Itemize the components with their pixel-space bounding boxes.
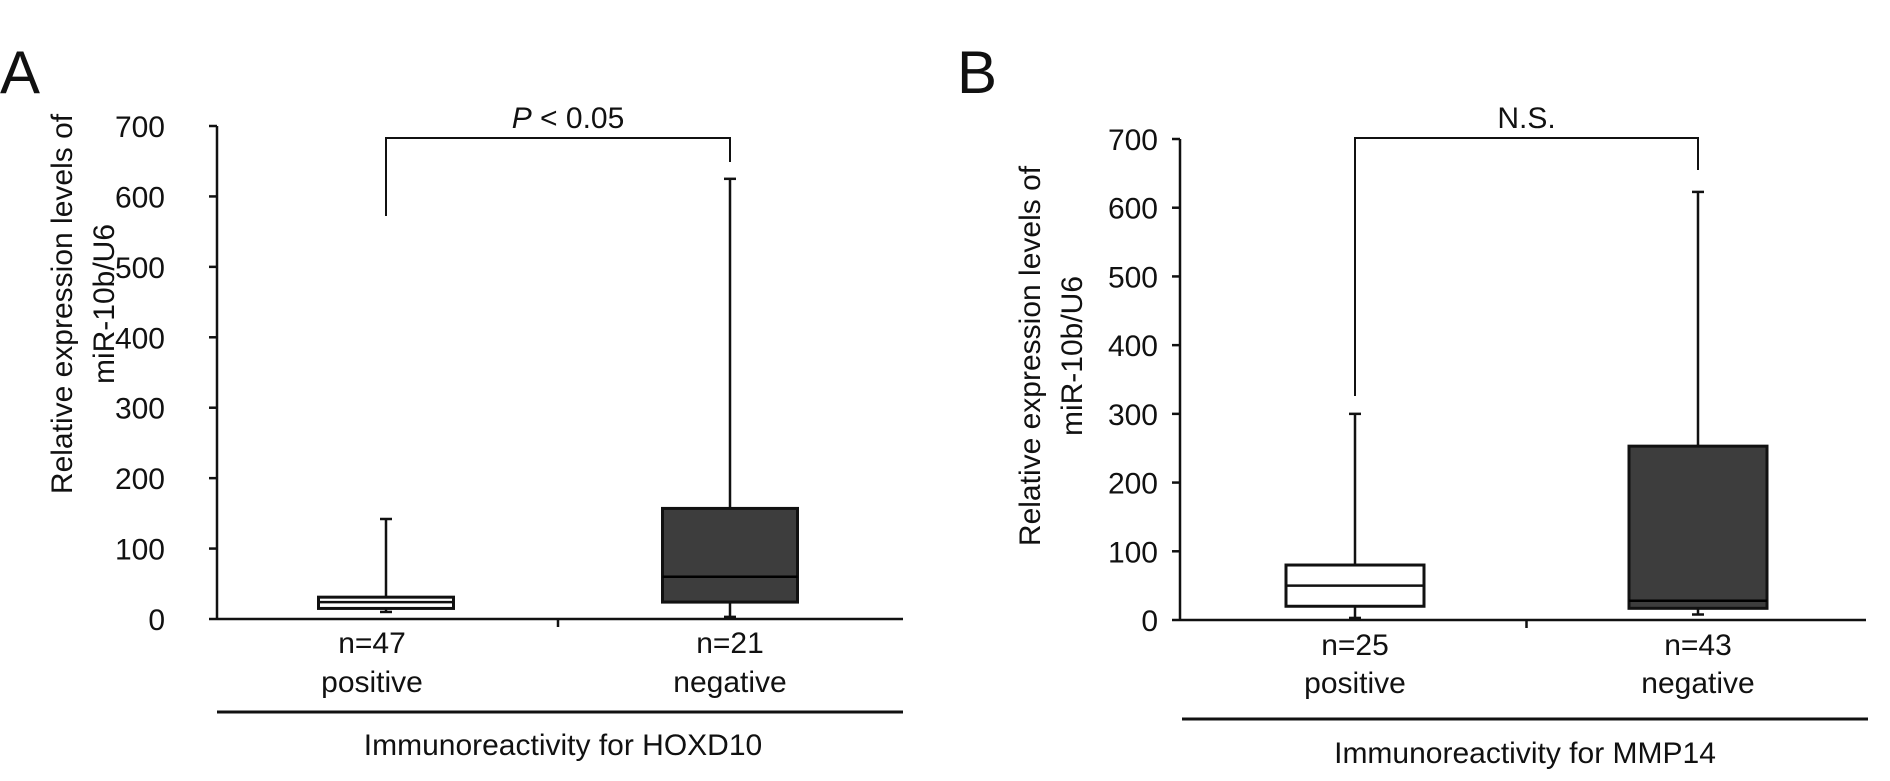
significance-text: < 0.05 — [532, 102, 625, 135]
y-tick-label: 500 — [1108, 261, 1158, 294]
y-axis-label-line1: Relative expression levels of — [46, 113, 79, 494]
panel-a: A Relative expression levels of miR-10b/… — [0, 39, 903, 762]
significance-bracket — [385, 137, 731, 216]
y-axis-label-line2: miR-10b/U6 — [1056, 276, 1089, 436]
x-tick-count-label: n=47 — [338, 627, 406, 660]
x-tick-category-label: negative — [673, 666, 786, 699]
y-axis-label: Relative expression levels of miR-10b/U6 — [1014, 165, 1089, 546]
significance-text: N.S. — [1497, 102, 1555, 135]
y-tick-label: 0 — [148, 604, 165, 637]
plot-area — [209, 124, 903, 627]
panel-letter: A — [0, 39, 40, 106]
y-tick-label: 200 — [115, 463, 165, 496]
y-tick-label: 300 — [115, 393, 165, 426]
y-tick-label: 600 — [115, 181, 165, 214]
y-tick-label: 700 — [1108, 124, 1158, 157]
y-tick-label: 400 — [115, 322, 165, 355]
box-negative — [661, 177, 799, 619]
y-tick-labels: 0 100 200 300 400 500 600 700 — [115, 111, 165, 637]
y-axis-label-line1: Relative expression levels of — [1014, 165, 1047, 546]
x-axis-group-label: Immunoreactivity for HOXD10 — [364, 729, 762, 762]
box-positive — [1284, 412, 1426, 620]
significance-label: P < 0.05 — [512, 102, 625, 135]
y-tick-label: 600 — [1108, 193, 1158, 226]
y-tick-label: 300 — [1108, 399, 1158, 432]
panel-letter: B — [957, 39, 997, 106]
y-axis-label-line2: miR-10b/U6 — [88, 224, 121, 384]
significance-bracket — [1354, 137, 1699, 396]
x-tick-count-label: n=43 — [1664, 629, 1732, 662]
x-tick-category-label: positive — [321, 666, 423, 699]
x-tick-count-label: n=25 — [1321, 629, 1389, 662]
iqr-box — [661, 506, 799, 604]
y-tick-label: 100 — [115, 534, 165, 567]
x-tick-count-label: n=21 — [696, 627, 764, 660]
x-tick-category-label: negative — [1641, 667, 1754, 700]
y-tick-label: 200 — [1108, 468, 1158, 501]
x-tick-category-label: positive — [1304, 667, 1406, 700]
y-tick-label: 0 — [1141, 605, 1158, 638]
significance-label: N.S. — [1497, 102, 1555, 135]
y-tick-label: 100 — [1108, 536, 1158, 569]
y-tick-label: 700 — [115, 111, 165, 144]
x-axis-group-label: Immunoreactivity for MMP14 — [1334, 737, 1716, 770]
y-tick-label: 400 — [1108, 330, 1158, 363]
y-tick-label: 500 — [115, 252, 165, 285]
box-positive — [317, 517, 455, 614]
y-tick-labels: 0 100 200 300 400 500 600 700 — [1108, 124, 1158, 638]
box-negative — [1627, 190, 1769, 616]
panel-b: B Relative expression levels of miR-10b/… — [957, 39, 1868, 770]
significance-italic: P — [512, 102, 532, 135]
y-axis-label: Relative expression levels of miR-10b/U6 — [46, 113, 121, 494]
iqr-box — [1627, 444, 1769, 610]
plot-area — [1172, 137, 1866, 628]
